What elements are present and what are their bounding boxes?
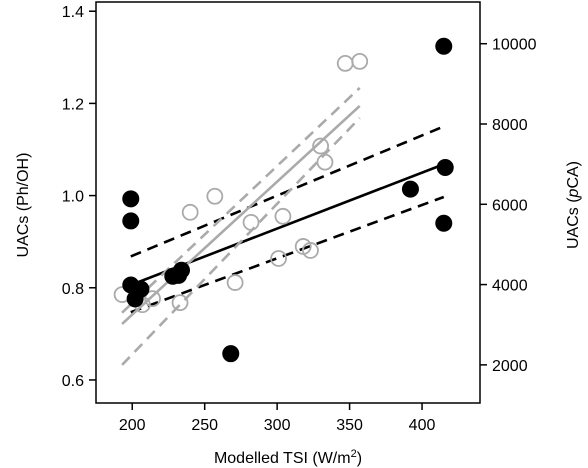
x-tick-label: 300 [264,417,291,434]
x-axis-label: Modelled TSI (W/m2) [214,448,362,467]
pca-point [181,203,199,221]
x-tick-label: 350 [336,417,363,434]
y-axis-left-label: UACs (Ph/OH) [15,153,32,258]
fit-lines [121,86,445,366]
pca-point [242,213,260,231]
ph-oh-point [436,158,454,176]
pca-confidence-line [121,86,361,314]
y-right-tick-label: 4000 [492,278,528,295]
y-axis-right-label: UACs (pCA) [565,161,582,249]
axes: 200 250 300 350 400 0.6 0.8 1.0 1.2 1.4 2000 4000 60… [62,4,537,434]
pca-point [270,250,287,267]
pca-point [351,52,369,70]
ph-oh-point [435,37,453,55]
ph-oh-point [222,345,240,363]
ph-oh-point [435,214,453,232]
y-left-tick-label: 1.0 [62,189,84,206]
pca-point [206,187,224,205]
ph-oh-confidence-line [130,195,445,314]
pca-point [274,207,292,225]
y-left-tick-label: 0.8 [62,281,84,298]
ph-oh-point [172,261,190,279]
x-tick-label: 250 [191,417,218,434]
pca-point [336,54,354,72]
y-right-tick-label: 8000 [492,117,528,134]
pca-point [312,137,330,155]
plot-frame [95,1,481,404]
pca-point [171,294,189,312]
y-left-tick-label: 1.4 [62,4,84,21]
y-right-tick-label: 6000 [492,197,528,214]
ph-oh-point [122,212,140,230]
pca-point [226,274,244,291]
ph-oh-point [122,190,140,208]
pca-regression-line [121,104,361,325]
y-right-tick-label: 10000 [492,37,537,54]
y-left-tick-label: 0.6 [62,373,84,390]
ph-oh-point [132,280,150,298]
pca-point [302,242,319,259]
x-tick-label: 200 [119,417,146,434]
y-left-tick-label: 1.2 [62,96,84,113]
pca-point [316,153,334,171]
pca-confidence-line [121,117,361,366]
ph-oh-point [401,180,419,198]
x-tick-label: 400 [409,417,436,434]
pca-point [144,290,161,308]
y-right-tick-label: 2000 [492,358,528,375]
data-points [113,37,454,363]
